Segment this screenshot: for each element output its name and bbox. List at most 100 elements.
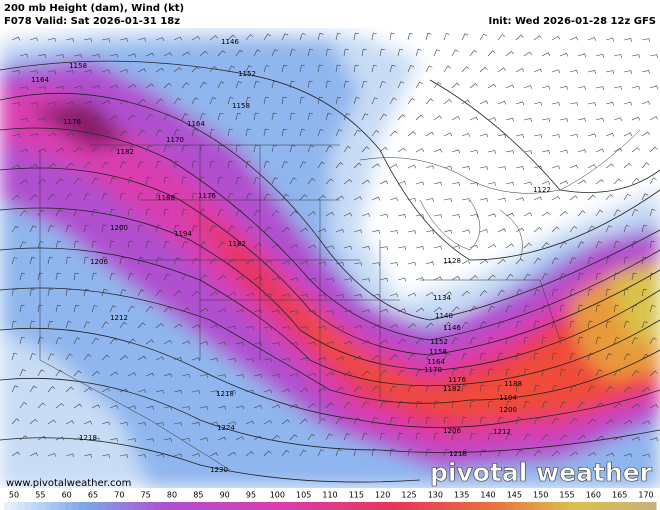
wind-barb	[307, 244, 317, 249]
wind-barb	[451, 115, 461, 121]
colorbar-swatch	[628, 502, 637, 510]
wind-barb	[65, 132, 75, 137]
wind-barb	[631, 403, 640, 409]
wind-barb	[163, 406, 172, 410]
wind-barb	[119, 454, 128, 459]
wind-barb	[613, 86, 622, 90]
wind-barb	[191, 66, 200, 73]
wind-barb	[325, 80, 331, 89]
colorbar-swatch	[486, 502, 494, 510]
wind-barb	[235, 242, 244, 249]
wind-barb	[173, 224, 180, 233]
wind-barb	[335, 229, 345, 233]
wind-barb	[443, 165, 452, 170]
wind-barb	[425, 131, 435, 137]
wind-barb	[343, 145, 351, 153]
colorbar-swatch	[51, 502, 59, 510]
wind-barb	[379, 146, 388, 153]
wind-barb	[361, 401, 369, 409]
wind-barb	[487, 400, 493, 409]
wind-barb	[281, 449, 290, 457]
wind-barb	[109, 338, 118, 345]
contour-label: 1188	[157, 194, 175, 202]
wind-barb	[191, 97, 199, 105]
wind-barb	[181, 51, 190, 57]
wind-barb	[379, 246, 388, 251]
wind-barb	[343, 278, 352, 283]
wind-barb	[317, 129, 324, 137]
wind-barb	[407, 448, 413, 457]
colorbar-swatch	[241, 502, 249, 510]
wind-barb	[487, 305, 495, 313]
wind-barb	[173, 390, 182, 394]
wind-barb	[533, 450, 542, 457]
wind-barb	[83, 321, 91, 329]
wind-barb	[541, 211, 550, 217]
wind-barb	[353, 262, 362, 267]
wind-barb	[577, 86, 586, 90]
wind-barb	[209, 324, 219, 329]
wind-barb	[199, 113, 206, 121]
wind-barb	[523, 150, 532, 155]
wind-barb	[523, 85, 533, 89]
wind-barb	[443, 33, 450, 41]
watermark-brand: pivotal weather	[430, 458, 653, 487]
wind-barb	[199, 144, 205, 153]
wind-barb	[307, 310, 316, 315]
wind-barb	[163, 82, 172, 89]
wind-barb	[577, 118, 586, 122]
wind-barb	[451, 432, 457, 441]
contour-label: 1182	[228, 240, 246, 248]
wind-barb	[389, 416, 396, 425]
colorbar-swatch	[214, 502, 222, 510]
wind-barb	[55, 369, 63, 377]
wind-barb	[425, 165, 435, 170]
colorbar-swatch	[377, 502, 385, 510]
wind-barb	[101, 38, 110, 43]
wind-barb	[299, 326, 308, 331]
wind-barb	[65, 193, 73, 201]
wind-barb	[379, 180, 389, 185]
wind-barb	[451, 245, 461, 250]
wind-barb	[335, 325, 344, 330]
wind-barb	[541, 118, 550, 123]
wind-barb	[587, 133, 597, 138]
contour-label: 1152	[430, 338, 448, 346]
colorbar-tick-label: 150	[533, 491, 548, 500]
wind-barb	[407, 323, 416, 329]
colorbar-swatch	[17, 502, 25, 510]
wind-barb	[137, 68, 147, 73]
wind-barb	[73, 304, 80, 313]
contour-label: 1158	[232, 102, 250, 110]
wind-barb	[569, 133, 578, 138]
wind-barb	[83, 131, 92, 137]
wind-barb	[631, 177, 640, 185]
wind-barb	[119, 38, 128, 42]
wind-barb	[181, 113, 189, 121]
wind-barb	[371, 129, 380, 137]
colorbar-swatch	[554, 502, 562, 510]
colorbar-tick-label: 155	[559, 491, 574, 500]
wind-barb	[569, 102, 578, 107]
colorbar-swatch	[526, 502, 535, 510]
wind-barb	[595, 435, 605, 441]
wind-barb	[191, 225, 198, 233]
wind-barb	[397, 369, 405, 377]
wind-barb	[281, 419, 290, 425]
wind-barb	[497, 100, 507, 105]
wind-barb	[55, 403, 64, 409]
wind-barb	[325, 371, 335, 377]
wind-barb	[497, 449, 505, 457]
wind-barb	[505, 433, 513, 441]
wind-barb	[605, 194, 614, 201]
wind-barb	[127, 208, 133, 217]
wind-barb	[515, 417, 522, 425]
wind-barb	[253, 177, 260, 185]
wind-barb	[155, 37, 165, 42]
wind-barb	[641, 131, 651, 137]
wind-barb	[83, 387, 92, 393]
wind-barb	[407, 164, 417, 169]
wind-barb	[289, 342, 298, 346]
colorbar-tick-label: 50	[9, 491, 19, 500]
wind-barb	[353, 162, 362, 169]
